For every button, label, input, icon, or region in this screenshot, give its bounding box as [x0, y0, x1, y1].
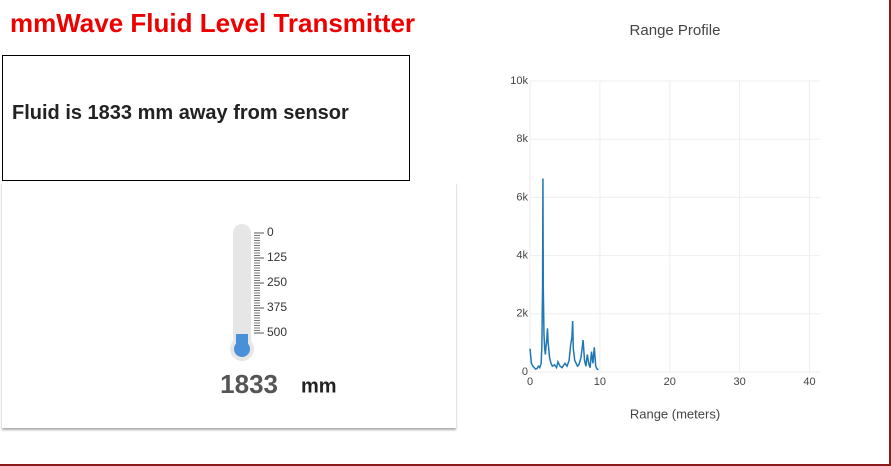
thermometer-bulb — [234, 341, 250, 357]
status-text: Fluid is 1833 mm away from sensor — [12, 102, 349, 124]
x-tick-label: 10 — [594, 376, 606, 388]
chart-title: Range Profile — [630, 22, 721, 39]
y-tick-label: 0 — [522, 366, 528, 378]
x-tick-label: 20 — [664, 376, 676, 388]
page-title: mmWave Fluid Level Transmitter — [10, 8, 416, 38]
gauge-tick-label: 500 — [267, 325, 287, 339]
gauge-value: 1833 — [220, 369, 278, 399]
x-tick-label: 30 — [734, 376, 746, 388]
gauge-unit: mm — [301, 375, 337, 397]
gauge-tick-label: 250 — [267, 275, 287, 289]
gauge-tick-label: 125 — [267, 250, 287, 264]
thermometer-tube — [233, 224, 251, 349]
y-tick-label: 2k — [516, 308, 528, 320]
x-axis-title: Range (meters) — [630, 406, 720, 421]
x-tick-label: 40 — [803, 376, 815, 388]
y-tick-label: 6k — [516, 191, 528, 203]
gauge-tick-label: 375 — [267, 300, 287, 314]
x-tick-label: 0 — [527, 376, 533, 388]
line-series — [529, 178, 599, 371]
gauge-tick-label: 0 — [267, 225, 274, 239]
status-box: Fluid is 1833 mm away from sensor — [2, 55, 410, 181]
y-tick-label: 8k — [516, 133, 528, 145]
y-tick-label: 10k — [510, 75, 528, 87]
y-tick-label: 4k — [516, 250, 528, 262]
